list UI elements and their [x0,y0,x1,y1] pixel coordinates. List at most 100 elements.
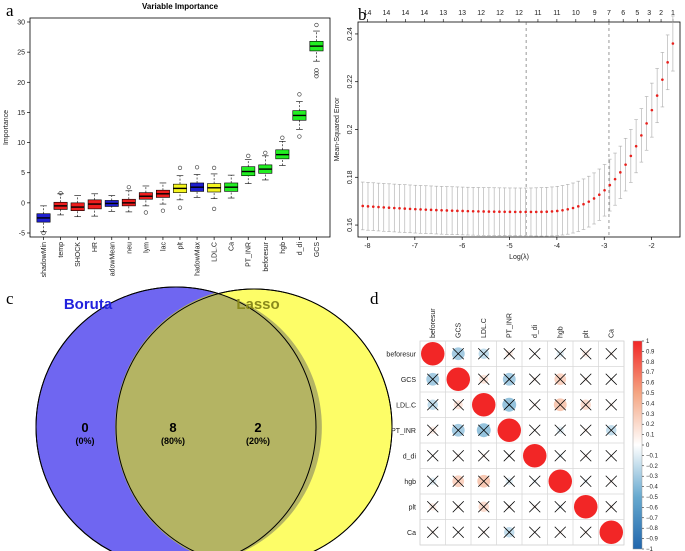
insignificant-cross [452,347,465,360]
x-tick-label: -8 [364,243,370,250]
mse-point [392,206,396,210]
venn-count: 0 [81,420,88,435]
mse-point [371,205,375,208]
insignificant-cross [554,398,567,411]
top-tick-label: 3 [647,10,651,17]
top-tick-label: 14 [420,10,428,17]
colorbar-label: 1 [646,339,650,345]
colorbar-label: −0.1 [646,453,659,459]
mse-point [456,209,459,213]
outlier-point [263,150,268,155]
colorbar-label: −0.5 [646,495,659,501]
mse-point [503,210,506,214]
insignificant-cross [426,398,439,411]
mse-point [613,177,617,181]
outlier-point [143,210,148,215]
x-tick-label: HR [92,242,99,252]
mse-point [498,210,501,214]
outlier-point [314,68,319,73]
panel-label-c: c [6,289,14,308]
insignificant-cross [452,500,465,513]
mse-point [482,210,485,213]
x-tick-label: shadowMin [41,242,48,278]
mse-point [471,209,475,213]
venn-diagram: Boruta Lasso 0(0%) 8(80%) 2(20%) [35,286,393,551]
top-tick-label: 10 [572,10,580,17]
venn-outline-lasso [115,288,393,551]
insignificant-cross [528,347,541,360]
outlier-point [280,135,285,140]
mse-point [597,193,601,196]
x-tick-label: -2 [648,243,654,250]
mse-point [492,210,496,213]
mse-point [429,208,433,212]
top-tick-label: 9 [593,10,597,17]
mse-point [561,208,564,212]
mse-point [645,122,648,125]
y-tick-label: 10 [17,140,25,147]
insignificant-cross [452,449,465,462]
venn-percent: (20%) [246,436,270,446]
x-tick-label: -5 [506,243,512,250]
row-label: Ca [407,530,416,537]
venn-percent: (0%) [75,436,94,446]
insignificant-cross [579,347,592,360]
mse-point [545,210,549,213]
colorbar-label: −0.2 [646,464,659,470]
insignificant-cross [503,449,516,462]
x-tick-label: -3 [601,243,607,250]
mse-point [387,206,391,209]
y-tick-label: 5 [21,170,25,177]
top-tick-label: 2 [659,10,663,17]
x-tick-label: lac [160,242,167,251]
row-label: d_di [403,453,417,460]
row-label: beforesur [386,351,416,358]
y-tick-label: 0.18 [347,170,354,184]
insignificant-cross [605,373,618,386]
column-label: hgb [557,326,564,338]
outlier-point [297,92,302,97]
colorbar-label: −0.7 [646,516,659,522]
column-label: LDL.C [481,318,488,338]
mse-point [408,207,412,211]
correlation-circle [446,367,470,391]
insignificant-cross [579,449,592,462]
mse-point [477,210,480,213]
mse-point [540,210,543,214]
insignificant-cross [477,526,490,539]
mse-point [640,134,643,137]
insignificant-cross [477,373,490,386]
colorbar-label: 0.2 [646,422,655,428]
venn-overlap [115,292,322,551]
outlier-point [126,185,131,190]
y-tick-label: 0.24 [347,27,354,41]
panel-label-b: b [358,5,367,24]
x-tick-label: beforesur [263,241,270,271]
venn-label-boruta: Boruta [64,296,113,313]
colorbar-label: 0 [646,443,650,449]
y-tick-label: 15 [17,110,25,117]
y-tick-label: 20 [17,80,25,87]
top-tick-label: 5 [635,10,639,17]
insignificant-cross [554,347,567,360]
outlier-point [160,208,166,213]
mse-point [603,188,606,192]
boruta-importance-chart: Variable Importance -5 0 5 10 15 20 25 30 Importa… [3,2,331,278]
insignificant-cross [579,373,592,386]
insignificant-cross [579,424,592,437]
insignificant-cross [452,475,465,488]
x-tick-label: -4 [554,243,560,250]
top-tick-label: 1 [671,10,675,17]
top-tick-label: 13 [458,10,466,17]
column-label: beforesur [430,308,437,338]
top-tick-label: 14 [364,10,372,17]
insignificant-cross [554,373,567,386]
top-tick-label: 12 [477,10,485,17]
mse-point [445,209,449,212]
x-tick-label: hgb [280,242,287,254]
mse-point [487,210,491,213]
mse-point [655,94,659,97]
mse-point [576,205,580,208]
x-tick-label: plt [178,242,185,249]
venn-label-lasso: Lasso [236,296,279,313]
